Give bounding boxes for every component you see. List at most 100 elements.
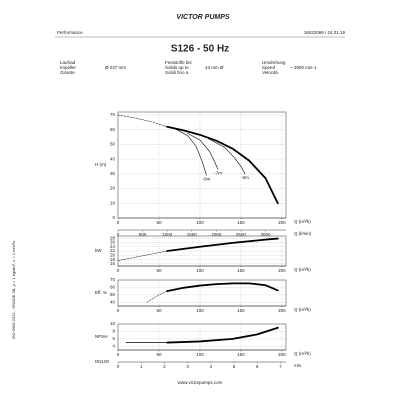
y-tick-label: 20: [110, 252, 116, 257]
curve: [166, 326, 279, 344]
y-axis-label: NPSH: [95, 334, 108, 339]
y-tick-label: 6: [112, 336, 115, 341]
y-tick-label: 20: [110, 186, 116, 191]
curve: [175, 128, 207, 176]
x-tick-label: 50: [156, 352, 162, 357]
y-axis-label: kW: [95, 248, 102, 253]
x-tick-label: 150: [237, 308, 245, 313]
x-axis-label: m/s: [294, 363, 302, 368]
y-tick-label: 16: [110, 261, 116, 266]
x-tick-label: 6: [256, 364, 259, 369]
spec-label: Girante: [60, 70, 75, 75]
x2-tick-label: 500: [139, 232, 147, 237]
spec-label: Laufrad: [60, 60, 76, 65]
spec-label: Feststoffe bis: [165, 60, 192, 65]
y-tick-label: 18: [110, 257, 116, 262]
x-tick-label: 200: [278, 268, 286, 273]
y-tick-label: 70: [110, 277, 116, 282]
y-tick-label: 50: [110, 292, 116, 297]
y-tick-label: 50: [110, 142, 116, 147]
x2-tick-label: 2500: [236, 232, 247, 237]
x-axis-label: Q (m³/h): [294, 351, 311, 356]
curve: [146, 290, 168, 303]
x-tick-label: 4: [210, 364, 213, 369]
curve-label: -6m: [241, 175, 249, 180]
y-tick-label: 60: [110, 285, 116, 290]
x-tick-label: 150: [237, 220, 245, 225]
y-tick-label: 10: [110, 321, 116, 326]
x2-tick-label: 3000: [261, 232, 272, 237]
x-tick-label: 100: [196, 308, 204, 313]
section: Performance: [57, 30, 83, 35]
x-tick-label: 2: [163, 364, 166, 369]
logo: VICTOR PUMPS: [176, 14, 229, 21]
spec-label: Velocità: [262, 70, 278, 75]
side-note: ISO 9906:2012 - GRADE 3B, ρ = 1 kg/dm³, …: [11, 241, 16, 340]
x-axis-label: Q (m³/h): [294, 267, 311, 272]
y-tick-label: 28: [110, 235, 116, 240]
curve: [166, 237, 279, 252]
y-tick-label: 26: [110, 240, 116, 245]
x-tick-label: 50: [156, 308, 162, 313]
y-tick-label: 60: [110, 127, 116, 132]
x-tick-label: 200: [278, 308, 286, 313]
spec-label: Umdrehung: [262, 60, 286, 65]
x-tick-label: 0: [117, 308, 120, 313]
spec-value: Ø 237 mm: [105, 65, 126, 70]
x2-axis-label: Q (l/min): [294, 231, 312, 236]
spec-value: ~ 2900 min-1: [290, 65, 317, 70]
x2-tick-label: 1000: [162, 232, 173, 237]
y-tick-label: 24: [110, 244, 116, 249]
curve: [166, 282, 279, 293]
spec-value: 43 mm Ø: [205, 65, 224, 70]
x-tick-label: 100: [196, 220, 204, 225]
spec-label: Solidi fino a: [165, 70, 189, 75]
curve: [187, 133, 219, 170]
x-tick-label: 0: [117, 268, 120, 273]
x-tick-label: 150: [237, 352, 245, 357]
x-tick-label: 5: [233, 364, 236, 369]
x-tick-label: 150: [237, 268, 245, 273]
curve-label: -7m: [214, 171, 222, 176]
y-axis-label: Eff. %: [95, 290, 107, 295]
x-tick-label: 200: [278, 352, 286, 357]
x-tick-label: 7: [279, 364, 282, 369]
x-tick-label: 1: [140, 364, 143, 369]
y-tick-label: 40: [110, 299, 116, 304]
x-tick-label: 0: [117, 220, 120, 225]
x-axis-label: Q (m³/h): [294, 219, 311, 224]
y-tick-label: 10: [110, 200, 116, 205]
x-tick-label: 100: [196, 268, 204, 273]
x-tick-label: 0: [117, 364, 120, 369]
x-axis-label: Q (m³/h): [294, 307, 311, 312]
x-tick-label: 200: [278, 220, 286, 225]
y-tick-label: 30: [110, 171, 116, 176]
x-tick-label: 50: [156, 220, 162, 225]
x-tick-label: 50: [156, 268, 162, 273]
title: S126 - 50 Hz: [171, 44, 229, 55]
y-tick-label: 8: [112, 329, 115, 334]
y-axis-label: H (m): [95, 162, 107, 167]
x2-tick-label: 2000: [211, 232, 222, 237]
y-tick-label: 22: [110, 248, 116, 253]
spec-label: Speed: [262, 65, 276, 70]
y-axis-label: DN100: [95, 359, 110, 364]
curve: [207, 138, 246, 175]
x2-tick-label: 1500: [187, 232, 198, 237]
x-tick-label: 0: [117, 352, 120, 357]
curve: [117, 250, 168, 261]
x-tick-label: 3: [186, 364, 189, 369]
y-tick-label: 4: [112, 343, 115, 348]
y-tick-label: 0: [112, 215, 115, 220]
footer: www.victorpumps.com: [178, 380, 223, 385]
spec-label: Solids up to: [165, 65, 189, 70]
x2-tick-label: 0: [117, 232, 120, 237]
curve: [117, 114, 168, 127]
curve-label: -8m: [203, 176, 211, 181]
y-tick-label: 40: [110, 156, 116, 161]
doc-ref: 16022099 / 24.01.19: [304, 30, 346, 35]
y-tick-label: 70: [110, 112, 116, 117]
spec-label: Impeller: [60, 65, 77, 70]
x-tick-label: 100: [196, 352, 204, 357]
